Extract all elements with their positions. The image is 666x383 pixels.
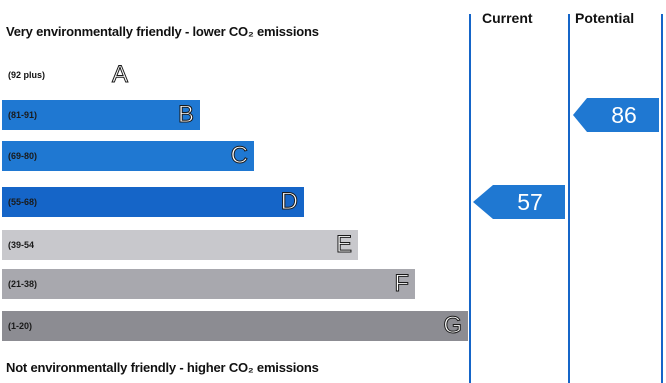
potential-rating-arrow: 86 [573,98,659,132]
band-f-range: (21-38) [8,279,38,289]
bottom-caption-text: Not environmentally friendly - higher CO… [6,360,319,375]
current-arrow-polygon [473,185,565,219]
band-f-letter: F [394,270,410,298]
band-b-letter: B [177,101,194,129]
band-c-range: (69-80) [8,151,38,161]
band-c-letter: C [230,142,248,170]
current-rating-value: 57 [517,188,543,215]
band-g: (1-20) G [2,311,468,341]
band-g-letter: G [443,312,463,340]
band-b: (81-91) B [2,100,200,130]
current-column-left-divider [469,14,471,383]
band-a: (92 plus) A [2,60,142,90]
band-a-range: (92 plus) [8,70,46,80]
current-arrow-shape [473,185,565,219]
potential-arrow-polygon [573,98,659,132]
band-d: (55-68) D [2,187,304,217]
current-column-right-divider [568,14,570,383]
band-e-letter: E [335,231,352,259]
band-e: (39-54 E [2,230,358,260]
potential-rating-value: 86 [611,101,637,128]
band-d-range: (55-68) [8,197,38,207]
band-f: (21-38) F [2,269,415,299]
potential-arrow-shape [573,98,659,132]
band-c: (69-80) C [2,141,254,171]
bottom-caption: Not environmentally friendly - higher CO… [6,360,319,375]
top-caption-text: Very environmentally friendly - lower CO… [6,24,319,39]
band-b-range: (81-91) [8,110,38,120]
band-a-letter: A [111,61,128,89]
potential-column-right-divider [661,14,663,383]
potential-column-header: Potential [575,10,635,26]
current-rating-arrow: 57 [473,185,565,219]
band-g-range: (1-20) [8,321,33,331]
current-column-header: Current [482,10,533,26]
band-d-letter: D [280,188,298,216]
band-e-range: (39-54 [8,240,35,250]
top-caption: Very environmentally friendly - lower CO… [6,24,319,39]
